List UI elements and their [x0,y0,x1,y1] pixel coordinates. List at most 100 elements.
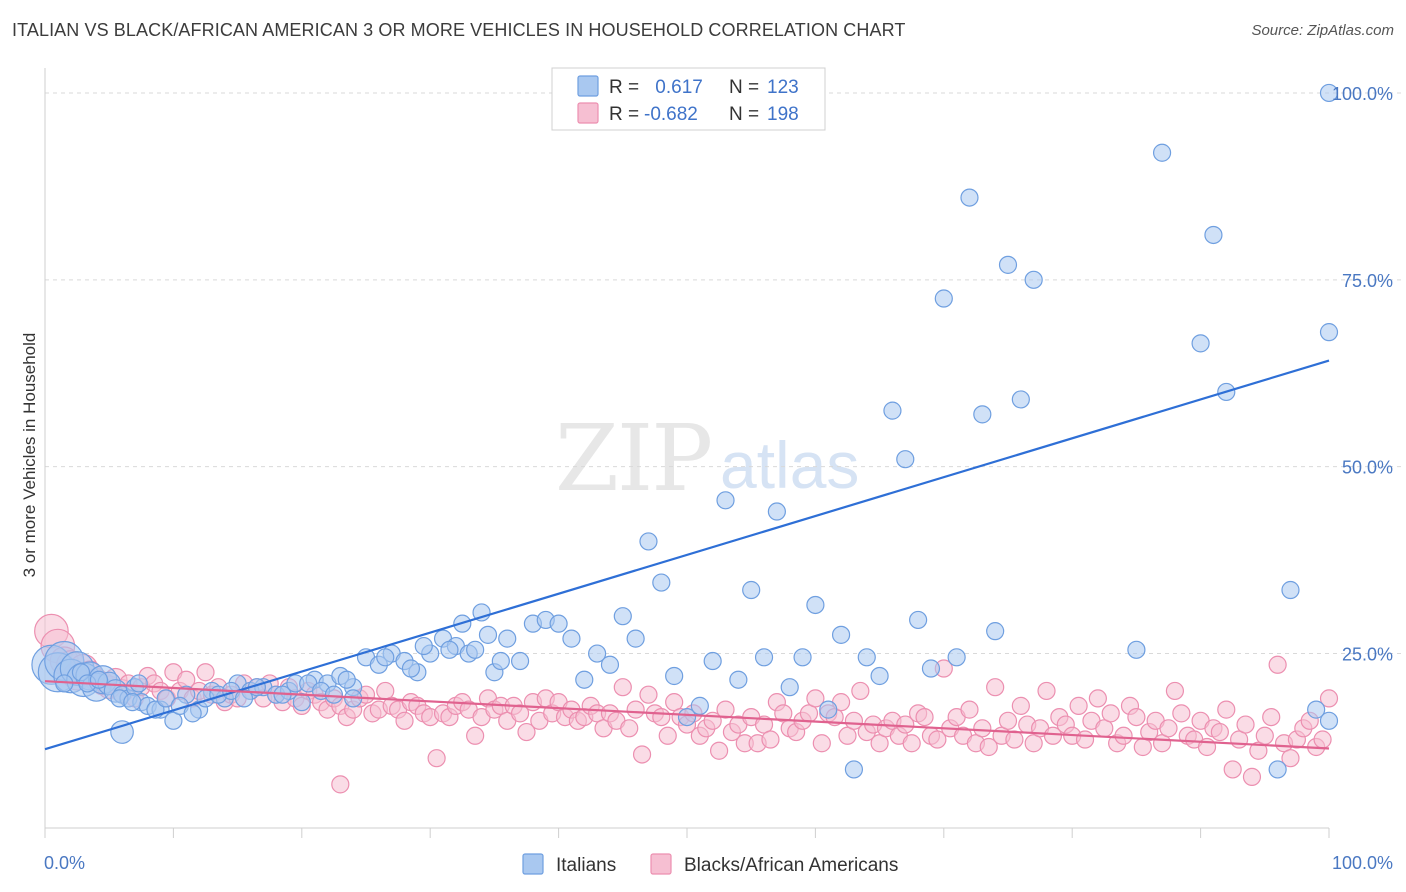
point-italians-71 [844,760,864,779]
point-blacks-200 [331,775,350,794]
point-blacks-124 [838,726,857,745]
point-italians-51 [588,644,607,663]
point-italians-64 [754,648,774,667]
point-blacks-147 [986,678,1005,697]
point-blacks-163 [1088,689,1107,708]
point-italians-83 [998,255,1018,274]
point-italians-66 [780,678,799,697]
x-tick-label-max: 100.0% [1332,853,1393,873]
point-italians-63 [742,580,761,600]
chart-source: Source: ZipAtlas.com [1251,22,1394,39]
point-italians-125 [466,640,485,659]
legend-swatch-italians [577,75,599,97]
point-italians-95 [1319,323,1339,342]
point-italians-86 [1127,640,1146,659]
point-italians-78 [934,289,953,308]
point-italians-81 [973,405,992,424]
point-blacks-97 [665,693,684,712]
point-blacks-153 [1024,734,1043,753]
x-tick-label-min: 0.0% [44,853,85,873]
point-italians-123 [440,640,459,659]
point-italians-79 [947,648,966,667]
point-italians-87 [1152,143,1172,162]
point-italians-54 [626,629,645,648]
y-tick-labels: 25.0% 50.0% 75.0% 100.0% [1332,84,1393,665]
point-italians-56 [652,573,671,592]
point-italians-80 [960,188,979,207]
point-italians-62 [729,670,748,689]
point-italians-76 [909,610,928,630]
point-blacks-96 [658,726,677,745]
point-italians-120 [376,648,395,667]
point-italians-27 [292,693,311,712]
point-blacks-73 [510,704,530,723]
point-blacks-187 [1242,767,1262,786]
y-tick-label-3: 100.0% [1332,84,1393,104]
point-blacks-120 [812,734,831,753]
point-italians-122 [414,636,433,656]
watermark-zip: ZIP [555,405,711,512]
point-italians-82 [986,622,1005,641]
point-italians-121 [401,659,421,678]
point-italians-65 [767,502,786,521]
point-italians-102 [123,693,142,712]
grid-lines [45,92,1404,655]
bottom-legend-label-blacks: Blacks/African Americans [684,855,898,876]
point-blacks-133 [896,715,915,734]
point-blacks-91 [626,700,645,719]
legend-r-label-italians: R = [609,77,639,98]
point-blacks-143 [960,700,979,719]
point-italians-61 [716,491,735,510]
point-italians-75 [896,450,915,469]
point-blacks-126 [851,681,870,701]
point-blacks-193 [1281,749,1300,768]
point-italians-42 [478,625,498,644]
point-blacks-112 [761,730,780,749]
point-italians-126 [491,651,510,671]
point-italians-59 [690,696,709,715]
point-italians-118 [337,670,356,689]
legend-n-value-blacks: 198 [767,104,799,125]
point-blacks-169 [1127,707,1146,727]
chart-title: ITALIAN VS BLACK/AFRICAN AMERICAN 3 OR M… [12,20,906,40]
point-blacks-150 [1005,730,1024,749]
point-blacks-125 [844,711,864,730]
correlation-legend: R = 0.617 N = 123 R = -0.682 N = 198 [551,67,826,131]
point-blacks-174 [1159,719,1178,738]
point-blacks-104 [709,741,729,760]
point-italians-57 [665,666,684,686]
point-blacks-145 [973,719,992,738]
point-blacks-24 [196,663,215,682]
point-blacks-160 [1069,696,1088,715]
point-blacks-167 [1114,726,1133,745]
point-italians-96 [1319,83,1339,103]
legend-n-label-blacks: N = [729,104,759,125]
point-blacks-111 [754,715,774,734]
point-blacks-176 [1172,704,1191,723]
point-blacks-66 [466,726,485,745]
point-italians-89 [1204,225,1223,245]
point-blacks-89 [613,678,632,697]
trend-line-blacks [44,680,1330,750]
point-blacks-114 [774,704,793,723]
legend-n-label-italians: N = [729,77,759,98]
point-blacks-90 [620,719,639,738]
point-italians-55 [639,532,658,551]
point-italians-68 [806,595,825,615]
trend-line-italians [44,359,1330,751]
point-blacks-175 [1165,681,1185,701]
point-blacks-184 [1223,760,1242,779]
point-italians-44 [498,629,517,648]
point-blacks-134 [902,734,921,753]
point-blacks-136 [915,707,934,727]
point-blacks-129 [870,734,889,753]
point-italians-58 [677,707,697,727]
point-italians-73 [870,666,889,686]
point-blacks-105 [716,700,735,719]
legend-r-value-italians: 0.617 [650,77,703,98]
point-blacks-191 [1268,655,1287,674]
point-blacks-138 [928,730,947,749]
point-blacks-119 [806,689,825,708]
point-italians-50 [575,670,594,689]
